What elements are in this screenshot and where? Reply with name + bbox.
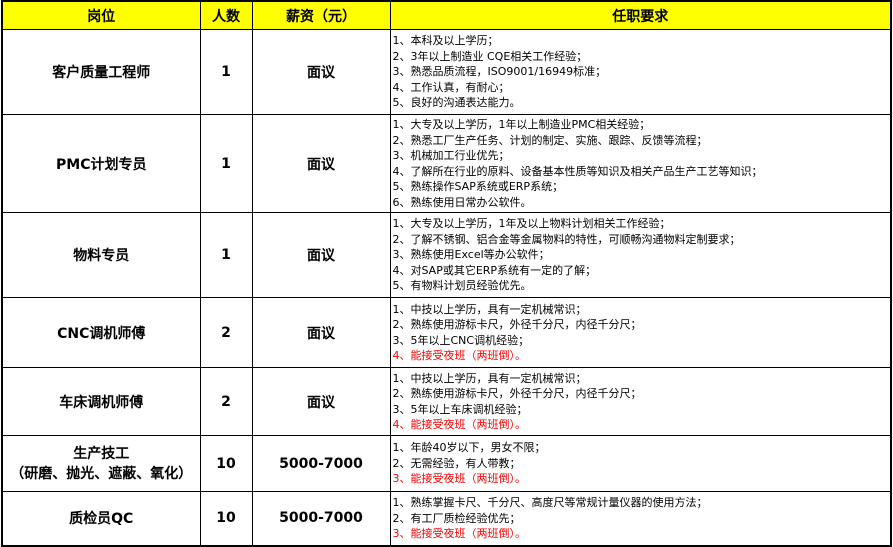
requirement-line: 3、5年以上车床调机经验； [392,402,528,416]
requirement-line: 3、能接受夜班（两班倒）。 [392,527,527,540]
requirement-line: 5、有物料计划员经验优先。 [392,279,532,293]
requirement-line: 1、中技以上学历，具有一定机械常识； [392,371,587,385]
count-cell: 1 [199,212,253,298]
position-cell: 客户质量工程师 [1,29,201,115]
requirement-line: 2、3年以上制造业 CQE相关工作经验； [392,49,588,63]
count-cell: 1 [199,114,253,213]
position-line: （研磨、抛光、遮蔽、氧化） [10,465,193,482]
requirement-line: 1、中技以上学历，具有一定机械常识； [392,302,587,316]
count-cell: 2 [199,367,253,436]
salary-cell: 面议 [251,367,391,436]
job-row: 物料专员 1 面议 1、大专及以上学历，1年及以上物料计划相关工作经验； 2、了解不锈钢… [1,212,892,298]
requirement-line: 4、工作认真，有耐心； [392,80,510,94]
position-cell: 质检员QC [1,491,201,546]
requirement-line: 5、良好的沟通表达能力。 [392,96,521,110]
requirement-line: 1、大专及以上学历，1年以上制造业PMC相关经验； [392,118,651,131]
salary-cell: 面议 [251,29,391,115]
job-row: 生产技工 （研磨、抛光、遮蔽、氧化） 10 5000-7000 1、年龄40岁以下，男女… [1,435,892,492]
requirement-line: 3、能接受夜班（两班倒）。 [392,472,527,486]
count-cell: 10 [199,435,253,492]
position-cell: 生产技工 （研磨、抛光、遮蔽、氧化） [1,435,201,492]
requirement-line: 3、5年以上CNC调机经验； [392,333,530,347]
requirements-cell: 1、熟练掌握卡尺、千分尺、高度尺等常规计量仪器的使用方法； 2、有工厂质检经验优先… [389,491,892,546]
job-row: 客户质量工程师 1 面议 1、本科及以上学历； 2、3年以上制造业 CQE相关工作经验；… [1,29,892,115]
requirement-line: 2、有工厂质检经验优先； [392,511,521,525]
position-cell: PMC计划专员 [1,114,201,213]
requirements-cell: 1、年龄40岁以下，男女不限； 2、无需经验，有人带教； 3、能接受夜班（两班倒）。 [389,435,892,492]
count-cell: 1 [199,29,253,115]
requirement-line: 1、年龄40岁以下，男女不限； [392,441,546,455]
requirement-line: 2、熟练使用游标卡尺，外径千分尺，内径千分尺； [392,318,642,331]
requirement-line: 4、能接受夜班（两班倒）。 [392,349,527,362]
requirements-cell: 1、中技以上学历，具有一定机械常识； 2、熟练使用游标卡尺，外径千分尺，内径千分尺… [389,297,892,368]
requirement-line: 1、大专及以上学历，1年及以上物料计划相关工作经验； [392,217,671,231]
requirement-line: 1、熟练掌握卡尺、千分尺、高度尺等常规计量仪器的使用方法； [392,496,708,509]
salary-cell: 5000-7000 [251,435,391,492]
position-cell: 物料专员 [1,212,201,298]
salary-cell: 面议 [251,297,391,368]
salary-cell: 面议 [251,114,391,213]
requirement-line: 5、熟练操作SAP系统或ERP系统； [392,180,564,193]
requirement-line: 6、熟练使用日常办公软件。 [392,195,532,209]
header-cell: 岗位 [1,0,201,30]
requirement-line: 4、能接受夜班（两班倒）。 [392,418,527,431]
salary-cell: 5000-7000 [251,491,391,546]
requirement-line: 2、无需经验，有人带教； [392,456,521,470]
header-cell: 任职要求 [389,0,892,30]
job-row: 车床调机师傅 2 面议 1、中技以上学历，具有一定机械常识； 2、熟练使用游标卡尺，外径… [1,367,892,436]
requirement-line: 1、本科及以上学历； [392,34,499,48]
requirements-cell: 1、中技以上学历，具有一定机械常识； 2、熟练使用游标卡尺，外径千分尺，内径千分尺… [389,367,892,436]
count-cell: 2 [199,297,253,368]
salary-cell: 面议 [251,212,391,298]
header-cell: 薪资（元） [251,0,391,30]
job-row: CNC调机师傅 2 面议 1、中技以上学历，具有一定机械常识； 2、熟练使用游标卡尺，外… [1,297,892,368]
job-row: 质检员QC 10 5000-7000 1、熟练掌握卡尺、千分尺、高度尺等常规计量仪器的… [1,491,892,546]
requirement-line: 4、了解所在行业的原料、设备基本性质等知识及相关产品生产工艺等知识； [392,164,763,178]
requirement-line: 3、熟练使用Excel等办公软件； [392,248,550,262]
position-cell: CNC调机师傅 [1,297,201,368]
header-cell: 人数 [199,0,253,30]
requirements-cell: 1、本科及以上学历； 2、3年以上制造业 CQE相关工作经验； 3、熟悉品质流程，I… [389,29,892,115]
position-line: 生产技工 [73,445,130,462]
requirement-line: 3、机械加工行业优先； [392,149,510,162]
requirements-cell: 1、大专及以上学历，1年以上制造业PMC相关经验； 2、熟悉工厂生产任务、计划的制… [389,114,892,213]
requirement-line: 2、熟练使用游标卡尺，外径千分尺，内径千分尺； [392,387,642,400]
requirement-line: 2、熟悉工厂生产任务、计划的制定、实施、跟踪、反馈等流程； [392,133,708,147]
job-row: PMC计划专员 1 面议 1、大专及以上学历，1年以上制造业PMC相关经验； 2、熟悉工… [1,114,892,213]
requirements-cell: 1、大专及以上学历，1年及以上物料计划相关工作经验； 2、了解不锈钢、铝合金等金属… [389,212,892,298]
requirement-line: 3、熟悉品质流程，ISO9001/16949标准； [392,65,607,79]
count-cell: 10 [199,491,253,546]
header-row: 岗位 人数 薪资（元） 任职要求 [1,0,892,30]
position-cell: 车床调机师傅 [1,367,201,436]
requirement-line: 4、对SAP或其它ERP系统有一定的了解； [392,263,597,277]
requirement-line: 2、了解不锈钢、铝合金等金属物料的特性，可顺畅沟通物料定制要求； [392,232,741,246]
